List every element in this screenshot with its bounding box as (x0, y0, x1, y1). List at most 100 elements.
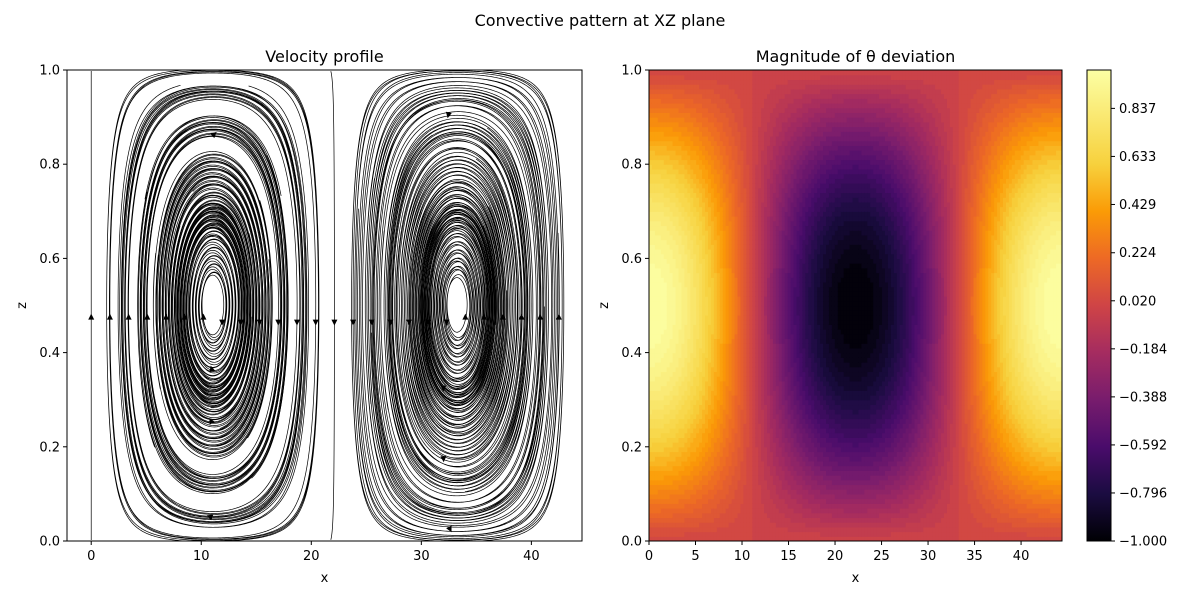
heatmap-cell (764, 84, 768, 90)
heatmap-cell (705, 258, 709, 264)
heatmap-cell (681, 319, 685, 325)
heatmap-cell (734, 503, 739, 509)
heatmap-cell (663, 423, 668, 429)
heatmap-cell (684, 314, 688, 321)
heatmap-cell (708, 121, 712, 128)
heatmap-cell (725, 98, 730, 104)
heatmap-cell (654, 380, 659, 387)
heatmap-cell (649, 187, 653, 194)
heatmap-cell (737, 150, 742, 156)
heatmap-cell (663, 216, 668, 222)
heatmap-cell (731, 522, 736, 528)
heatmap-cell (681, 460, 685, 467)
heatmap-cell (696, 258, 700, 264)
heatmap-cell (764, 286, 768, 292)
heatmap-cell (758, 446, 762, 453)
heatmap-cell (663, 183, 668, 189)
heatmap-cell (693, 286, 697, 292)
heatmap-cell (681, 248, 685, 255)
heatmap-cell (716, 88, 721, 95)
heatmap-cell (693, 206, 697, 212)
heatmap-cell (663, 206, 668, 212)
heatmap-cell (725, 168, 730, 175)
heatmap-cell (669, 140, 674, 146)
heatmap-cell (654, 324, 659, 330)
heatmap-cell (699, 164, 703, 170)
heatmap-cell (778, 437, 783, 443)
heatmap-cell (778, 216, 783, 222)
heatmap-cell (737, 88, 742, 95)
heatmap-cell (761, 277, 765, 283)
heatmap-cell (728, 183, 733, 189)
heatmap-cell (681, 475, 685, 481)
heatmap-cell (654, 145, 659, 151)
velocity-x-ticks: 0 10 20 30 40 (87, 541, 540, 564)
heatmap-cell (740, 84, 744, 90)
heatmap-cell (725, 409, 730, 415)
heatmap-cell (672, 201, 677, 208)
heatmap-cell (710, 225, 715, 231)
heatmap-cell (755, 437, 759, 443)
heatmap-cell (716, 159, 721, 165)
heatmap-cell (725, 427, 730, 434)
heatmap-cell (713, 427, 718, 434)
heatmap-cell (684, 446, 688, 453)
heatmap-cell (654, 371, 659, 377)
heatmap-cell (666, 150, 671, 156)
heatmap-cell (669, 442, 674, 448)
heatmap-cell (731, 220, 736, 227)
heatmap-cell (690, 126, 694, 132)
heatmap-cell (784, 220, 789, 227)
heatmap-cell (764, 333, 768, 340)
heatmap-cell (737, 267, 742, 274)
heatmap-cell (769, 121, 774, 128)
heatmap-cell (708, 366, 712, 373)
streamline-arrow (209, 365, 216, 373)
heatmap-cell (672, 399, 677, 406)
heatmap-cell (752, 319, 756, 325)
streamline (330, 71, 335, 540)
heatmap-cell (772, 183, 777, 189)
heatmap-cell (702, 503, 706, 509)
heatmap-cell (669, 475, 674, 481)
heatmap-cell (699, 286, 703, 292)
heatmap-cell (660, 310, 665, 316)
heatmap-cell (696, 296, 700, 302)
heatmap-cell (672, 329, 677, 335)
heatmap-cell (746, 277, 750, 283)
heatmap-cell (740, 423, 744, 429)
heatmap-cell (737, 460, 742, 467)
heatmap-cell (654, 281, 659, 288)
heatmap-cell (737, 93, 742, 99)
heatmap-cell (649, 121, 653, 128)
heatmap-cell (778, 277, 783, 283)
heatmap-cell (722, 84, 727, 90)
heatmap-cell (649, 244, 653, 250)
heatmap-cell (790, 230, 795, 236)
heatmap-cell (696, 239, 700, 245)
heatmap-cell (749, 230, 753, 236)
heatmap-cell (660, 253, 665, 259)
heatmap-cell (725, 277, 730, 283)
heatmap-cell (781, 281, 786, 288)
heatmap-cell (749, 277, 753, 283)
heatmap-cell (669, 98, 674, 104)
heatmap-cell (672, 121, 677, 128)
heatmap-cell (666, 399, 671, 406)
heatmap-cell (669, 362, 674, 368)
heatmap-cell (678, 145, 683, 151)
heatmap-cell (731, 154, 736, 161)
heatmap-cell (764, 230, 768, 236)
heatmap-cell (669, 446, 674, 453)
heatmap-cell (705, 211, 709, 217)
heatmap-cell (775, 508, 780, 514)
streamline-arrow (331, 319, 338, 326)
heatmap-cell (764, 314, 768, 321)
heatmap-cell (681, 352, 685, 358)
heatmap-cell (702, 201, 706, 208)
heatmap-cell (790, 460, 795, 467)
heatmap-cell (687, 197, 691, 203)
heatmap-cell (708, 343, 712, 349)
heatmap-cell (746, 74, 750, 81)
heatmap-cell (769, 225, 774, 231)
